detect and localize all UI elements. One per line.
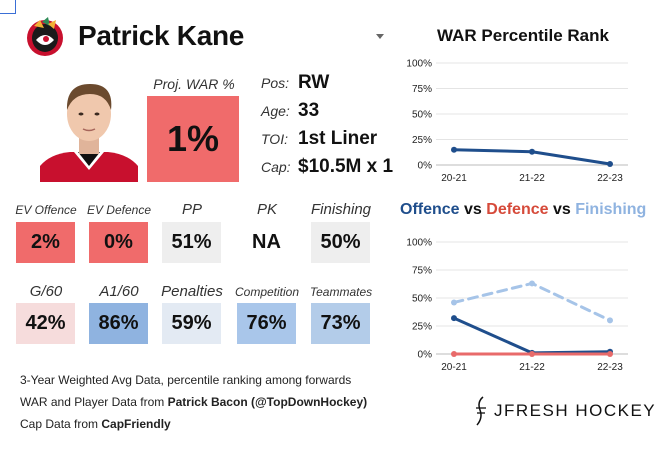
player-photo (40, 74, 138, 182)
g60-label: G/60 (29, 283, 63, 300)
data-point (529, 148, 535, 155)
ev-defence-value: 0% (89, 222, 148, 263)
proj-war-label: Proj. WAR % (153, 76, 235, 92)
pos-label: Pos: (261, 75, 290, 91)
war-percentile-chart: 0% 25% 50% 75% 100% 20-21 21-22 22-23 (406, 59, 628, 184)
ovd-title-vs1: vs (459, 201, 487, 218)
pk-value: NA (237, 222, 296, 263)
player-name: Patrick Kane (78, 20, 245, 51)
ovd-title-vs2: vs (548, 201, 576, 218)
cap-value: $10.5M x 1 (298, 156, 394, 177)
y-tick-label: 50% (412, 294, 432, 305)
footer-cap-source: Cap Data from CapFriendly (20, 417, 171, 431)
y-tick-label: 100% (406, 238, 432, 249)
y-tick-label: 0% (418, 350, 433, 361)
age-label: Age: (261, 103, 290, 119)
age-value: 33 (298, 100, 320, 121)
x-tick-label: 20-21 (441, 362, 467, 373)
x-tick-label: 22-23 (597, 173, 623, 184)
teammates-label: Teammates (309, 285, 373, 299)
data-point (451, 315, 457, 322)
toi-label: TOI: (261, 131, 288, 147)
toi-value: 1st Liner (298, 128, 378, 149)
brand-logo: JFRESH HOCKEY (474, 396, 656, 426)
y-tick-label: 100% (406, 59, 432, 70)
pk-label: PK (256, 201, 277, 218)
competition-label: Competition (234, 285, 300, 299)
ev-offence-value: 2% (16, 222, 75, 263)
data-point (607, 160, 613, 167)
ovd-chart-title: Offence vs Defence vs Finishing (400, 201, 646, 219)
data-point (451, 146, 457, 153)
x-tick-label: 22-23 (597, 362, 623, 373)
y-tick-label: 25% (412, 135, 432, 146)
footer-note: 3-Year Weighted Avg Data, percentile ran… (20, 373, 352, 387)
x-tick-label: 21-22 (519, 362, 545, 373)
offence-defence-finishing-chart: 0% 25% 50% 75% 100% 20-21 21-22 22-23 (406, 238, 628, 373)
y-tick-label: 50% (412, 110, 432, 121)
data-point (451, 299, 457, 306)
x-tick-label: 21-22 (519, 173, 545, 184)
a160-label: A1/60 (99, 283, 139, 300)
penalties-value: 59% (162, 303, 221, 344)
data-point (529, 351, 535, 357)
ovd-title-defence: Defence (486, 201, 549, 218)
player-select-dropdown-icon[interactable] (376, 34, 384, 39)
series-line-offence (452, 316, 612, 355)
pp-value: 51% (162, 222, 221, 263)
proj-war-value: 1% (147, 96, 239, 182)
finishing-label: Finishing (310, 201, 372, 218)
brand-name: JFRESH HOCKEY (494, 401, 657, 420)
window-corner-marker (0, 0, 16, 14)
penalties-label: Penalties (161, 283, 223, 300)
y-tick-label: 0% (418, 161, 433, 172)
data-point (607, 351, 613, 357)
ovd-title-offence: Offence (400, 201, 460, 218)
competition-value: 76% (237, 303, 296, 344)
pos-value: RW (298, 72, 330, 93)
pp-label: PP (181, 201, 202, 218)
finishing-value: 50% (311, 222, 370, 263)
data-point (529, 280, 535, 287)
data-point (451, 351, 457, 357)
blackhawks-logo (27, 17, 63, 56)
ovd-title-finishing: Finishing (575, 201, 647, 218)
x-tick-label: 20-21 (441, 173, 467, 184)
cap-label: Cap: (261, 159, 291, 175)
teammates-value: 73% (311, 303, 370, 344)
a160-value: 86% (89, 303, 148, 344)
brand-mark-icon (476, 396, 486, 426)
ev-defence-label: EV Defence (86, 203, 152, 217)
war-chart-title: WAR Percentile Rank (437, 26, 609, 45)
y-tick-label: 25% (412, 322, 432, 333)
data-point (607, 317, 613, 324)
series-line-finishing (452, 281, 612, 322)
g60-value: 42% (16, 303, 75, 344)
y-tick-label: 75% (412, 266, 432, 277)
y-tick-label: 75% (412, 84, 432, 95)
footer-war-source: WAR and Player Data from Patrick Bacon (… (20, 395, 368, 409)
ev-offence-label: EV Offence (15, 203, 77, 217)
